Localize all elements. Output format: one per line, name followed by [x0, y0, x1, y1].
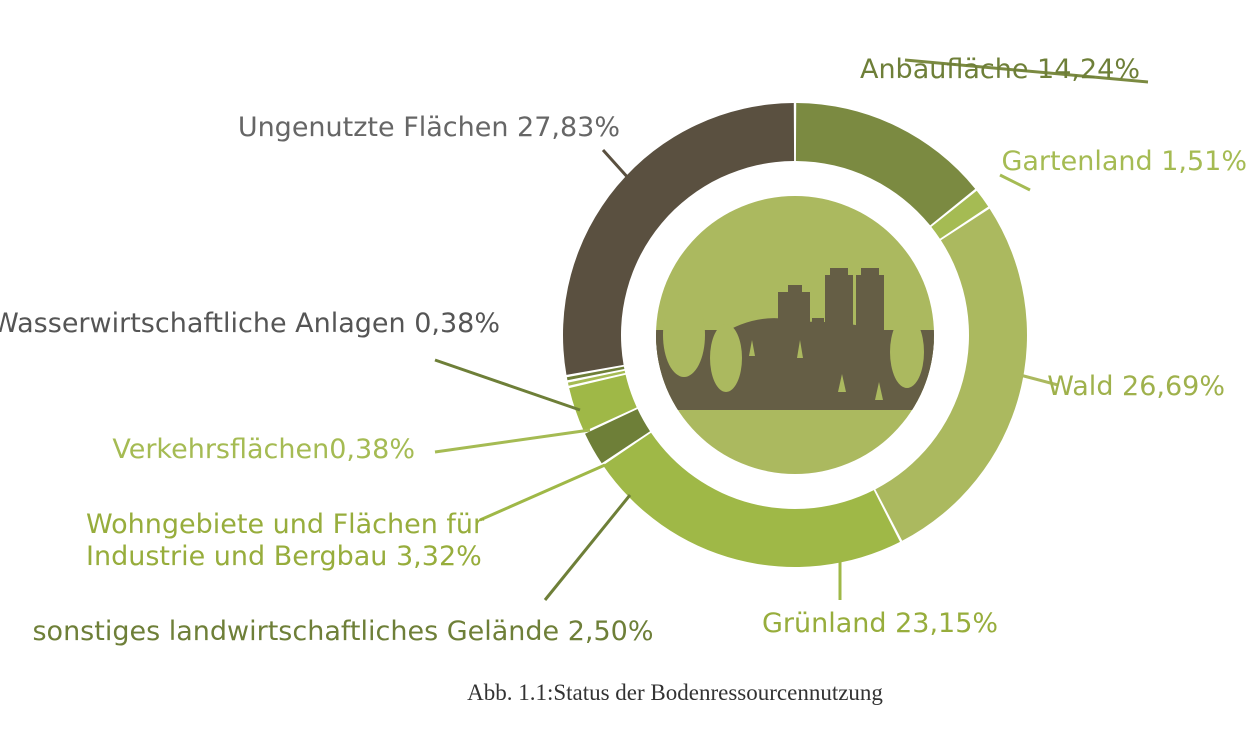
slice-4 — [585, 409, 651, 464]
leader-line-7 — [434, 358, 581, 412]
slice-label-4: sonstiges landwirtschaftliches Gelände 2… — [32, 616, 653, 647]
slice-label-0: Anbaufläche 14,24% — [860, 54, 1140, 85]
donut-slices — [563, 103, 1028, 568]
landscape-illustration — [656, 196, 934, 474]
slice-0 — [795, 103, 976, 226]
slice-1 — [931, 190, 989, 239]
leader-line-6 — [434, 428, 591, 454]
slice-label-8: Ungenutzte Flächen 27,83% — [238, 112, 620, 143]
slice-label-1: Gartenland 1,51% — [1001, 146, 1247, 177]
slice-3 — [603, 432, 901, 568]
slice-label-6: Verkehrsflächen0,38% — [112, 434, 415, 465]
slice-label-5: Wohngebiete und Flächen für Industrie und… — [86, 509, 485, 572]
slice-2 — [875, 208, 1028, 541]
leader-line-5 — [479, 463, 606, 522]
leader-line-2 — [1019, 373, 1059, 387]
slice-7 — [566, 366, 625, 381]
slice-8 — [563, 103, 795, 375]
slice-6 — [567, 370, 626, 386]
leader-line-0 — [904, 58, 1149, 84]
leader-line-1 — [999, 173, 1031, 192]
slice-label-7: Wasserwirtschaftliche Anlagen 0,38% — [0, 308, 500, 339]
leader-line-4 — [543, 494, 632, 601]
slice-label-3: Grünland 23,15% — [762, 608, 998, 639]
tree-icons — [663, 293, 924, 403]
slice-5 — [569, 374, 637, 432]
skyline-silhouette — [656, 268, 934, 410]
leader-line-8 — [601, 148, 632, 182]
slice-labels: Anbaufläche 14,24% Gartenland 1,51% Wald 2… — [0, 54, 1247, 647]
leader-lines — [434, 58, 1149, 601]
slice-label-2: Wald 26,69% — [1047, 371, 1225, 402]
chart-caption: Abb. 1.1:Status der Bodenressourcennutzu… — [467, 680, 883, 705]
